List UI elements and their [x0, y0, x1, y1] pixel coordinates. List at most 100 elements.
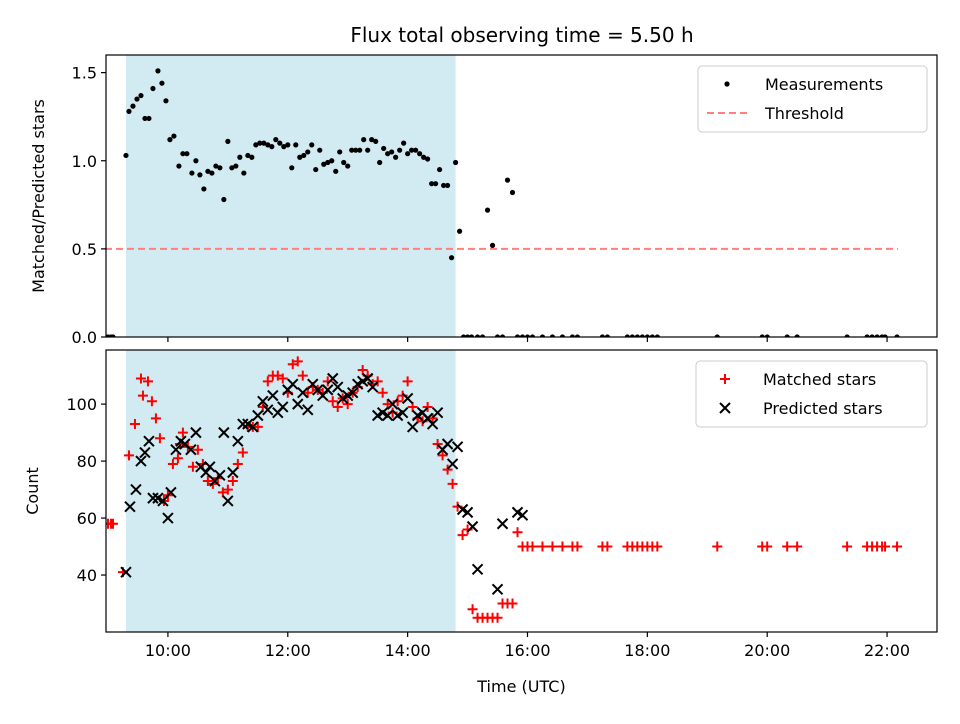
matched-star-point — [507, 598, 518, 609]
measurement-point — [130, 103, 136, 109]
measurement-point — [261, 140, 267, 146]
x-tick-label: 10:00 — [145, 641, 191, 660]
data-points — [106, 68, 900, 337]
measurement-point — [110, 334, 116, 337]
measurement-point — [624, 334, 630, 337]
measurement-point — [421, 154, 427, 160]
measurement-point — [599, 334, 606, 337]
x-tick-label: 12:00 — [265, 641, 311, 660]
predicted-star-point — [257, 395, 269, 407]
predicted-star-point — [322, 384, 334, 396]
measurement-point — [464, 334, 471, 337]
measurement-point — [171, 133, 177, 139]
legend-label: Matched stars — [763, 370, 876, 389]
matched-star-point — [135, 373, 146, 384]
predicted-star-point — [170, 443, 182, 456]
predicted-star-point — [247, 421, 259, 433]
measurement-point — [514, 334, 521, 337]
matched-star-point — [467, 604, 478, 615]
measurement-point — [233, 163, 239, 169]
matched-star-point — [762, 541, 773, 552]
matched-star-point — [129, 419, 140, 430]
x-axis-label: Time (UTC) — [476, 677, 565, 696]
measurement-point — [489, 242, 496, 248]
measurement-point — [213, 163, 219, 169]
measurement-point — [361, 137, 367, 143]
x-tick-label: 14:00 — [385, 641, 431, 660]
matched-star-point — [402, 376, 413, 387]
measurement-point — [559, 334, 566, 337]
measurement-point — [313, 166, 319, 173]
predicted-star-point — [366, 381, 379, 393]
y-tick-label: 80 — [77, 452, 97, 471]
observing-window-shade — [125, 350, 456, 632]
measurement-point — [479, 334, 486, 337]
measurement-point — [341, 159, 347, 166]
matched-star-point — [327, 396, 338, 407]
measurement-point — [784, 334, 790, 337]
matched-star-point — [167, 458, 178, 469]
measurement-point — [142, 115, 148, 122]
observing-window-shade — [125, 55, 456, 337]
measurement-point — [123, 152, 129, 159]
matched-star-point — [880, 541, 891, 552]
matched-star-point — [437, 450, 448, 461]
measurement-point — [569, 334, 576, 337]
measurement-point — [345, 163, 351, 169]
matched-star-point — [602, 541, 613, 552]
y-tick-label: 60 — [77, 509, 97, 528]
measurement-point — [373, 138, 379, 144]
measurement-point — [146, 115, 152, 122]
measurement-point — [381, 145, 387, 152]
predicted-star-point — [446, 458, 459, 470]
measurement-point — [163, 98, 169, 104]
matched-star-point — [537, 541, 548, 552]
chart-title: Flux total observing time = 5.50 h — [350, 23, 693, 47]
predicted-star-point — [232, 435, 244, 447]
matched-star-point — [292, 356, 303, 367]
predicted-star-point — [222, 495, 234, 507]
measurement-point — [225, 138, 231, 144]
measurement-point — [377, 159, 383, 166]
predicted-star-point — [471, 563, 484, 576]
predicted-star-point — [346, 387, 359, 399]
matched-star-point — [377, 387, 388, 398]
predicted-star-point — [406, 421, 419, 433]
measurement-point — [217, 165, 223, 171]
measurement-point — [265, 142, 271, 148]
matched-star-point — [252, 421, 263, 432]
measurement-point — [714, 334, 720, 337]
measurement-point — [159, 80, 165, 86]
measurement-point — [452, 159, 459, 166]
measurement-point — [237, 154, 243, 160]
measurement-point — [138, 92, 144, 99]
x-tick-label: 22:00 — [864, 641, 910, 660]
predicted-star-point — [292, 398, 304, 410]
measurement-point — [413, 147, 419, 153]
measurement-point — [241, 170, 247, 176]
measurement-point — [126, 108, 132, 114]
measurement-point — [273, 137, 279, 143]
measurement-point — [189, 170, 195, 176]
measurement-point — [639, 334, 645, 337]
predicted-star-point — [287, 378, 299, 390]
matched-star-point — [342, 399, 353, 410]
measurement-point — [357, 147, 363, 153]
measurement-point — [245, 152, 251, 159]
predicted-star-point — [124, 500, 136, 513]
matched-star-point — [547, 541, 558, 552]
matched-star-point — [492, 612, 503, 623]
measurement-point — [468, 334, 475, 337]
predicted-star-point — [218, 426, 230, 439]
measurement-point — [184, 151, 190, 157]
measurement-point — [574, 334, 581, 337]
measurement-point — [389, 149, 395, 155]
measurement-point — [539, 334, 546, 337]
matched-star-point — [297, 370, 308, 381]
predicted-star-point — [237, 418, 249, 430]
predicted-star-point — [516, 509, 529, 521]
matched-star-point — [277, 373, 288, 384]
measurement-point — [524, 334, 531, 337]
matched-star-point — [137, 390, 148, 401]
